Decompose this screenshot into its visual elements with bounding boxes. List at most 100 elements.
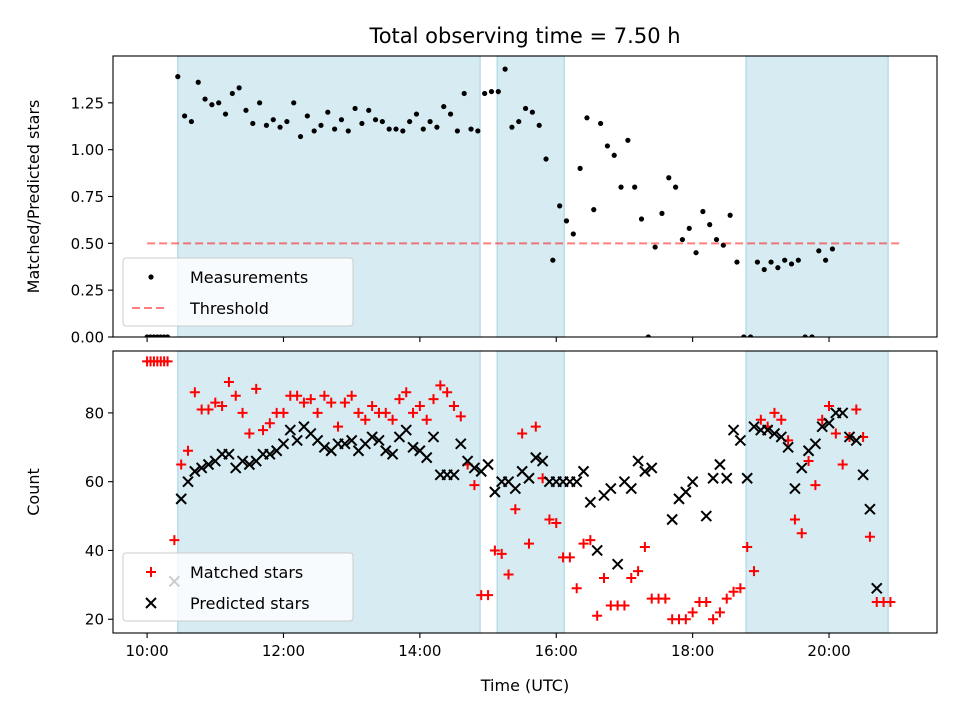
measurement-point <box>550 257 556 263</box>
chart-title: Total observing time = 7.50 h <box>368 24 680 48</box>
matched-star-point <box>510 504 521 515</box>
measurement-point <box>372 117 379 123</box>
measurement-point <box>297 133 304 140</box>
measurement-point <box>502 66 508 72</box>
measurement-point <box>175 74 181 80</box>
matched-star-point <box>244 428 255 439</box>
matched-star-point <box>305 394 316 405</box>
matched-star-point <box>408 407 419 418</box>
measurement-point <box>311 128 317 134</box>
measurement-point <box>164 334 171 337</box>
predicted-star-point <box>782 441 794 454</box>
matched-star-point <box>714 607 725 618</box>
predicted-star-point <box>530 451 542 464</box>
predicted-star-point <box>789 482 801 495</box>
predicted-star-point <box>195 462 208 474</box>
predicted-star-point <box>748 420 760 433</box>
matched-star-point <box>189 387 200 398</box>
predicted-star-point <box>761 424 774 436</box>
measurement-point <box>188 118 195 125</box>
predicted-star-point <box>680 486 692 498</box>
matched-star-point <box>298 397 309 408</box>
matched-star-point <box>251 383 262 394</box>
predicted-star-point <box>625 482 637 495</box>
matched-star-point <box>544 514 555 525</box>
measurement-point <box>516 118 522 125</box>
matched-star-point <box>401 387 412 398</box>
matched-star-point <box>776 414 787 425</box>
measurement-point <box>570 231 576 237</box>
measurement-point <box>338 117 345 123</box>
measurement-point <box>693 250 699 256</box>
matched-star-point <box>319 390 330 401</box>
predicted-star-point <box>686 475 699 488</box>
measurement-point <box>366 107 372 113</box>
matched-star-point <box>333 421 344 432</box>
predicted-star-point <box>836 407 849 419</box>
measurement-point <box>652 244 658 250</box>
matched-star-point <box>598 572 609 583</box>
matched-star-point <box>414 401 425 412</box>
matched-star-point <box>435 380 446 391</box>
measurement-point <box>686 225 692 231</box>
matched-star-point <box>864 531 875 542</box>
matched-star-point <box>769 407 780 418</box>
predicted-star-point <box>345 434 358 447</box>
plot-area <box>144 66 903 337</box>
matched-star-point <box>387 414 398 425</box>
measurement-point <box>447 111 454 117</box>
matched-star-point <box>687 607 698 618</box>
measurement-point <box>257 100 263 106</box>
measurement-point <box>250 120 256 127</box>
y-tick-label: 20 <box>85 611 104 629</box>
predicted-star-point <box>482 458 494 471</box>
measurement-point <box>829 246 836 252</box>
matched-star-point <box>223 376 234 387</box>
measurement-point <box>441 103 447 110</box>
measurement-point <box>782 257 788 263</box>
measurement-point <box>209 102 215 108</box>
measurement-point <box>788 261 795 267</box>
predicted-star-point <box>386 448 399 460</box>
measurement-point <box>707 222 713 228</box>
measurement-point <box>495 88 501 95</box>
predicted-star-point <box>373 434 385 447</box>
matched-star-point <box>680 614 691 625</box>
predicted-star-point <box>189 465 201 478</box>
x-tick-label: 10:00 <box>125 642 168 660</box>
predicted-star-point <box>857 469 869 481</box>
measurement-point <box>270 117 276 123</box>
predicted-star-point <box>646 462 658 474</box>
predicted-star-point <box>243 458 256 471</box>
legend-measurement-swatch <box>148 274 154 280</box>
predicted-star-point <box>277 438 290 450</box>
predicted-star-point <box>420 451 433 464</box>
measurement-point <box>393 126 399 132</box>
matched-star-point <box>278 407 289 418</box>
predicted-star-point <box>809 438 822 450</box>
predicted-star-point <box>871 582 883 595</box>
matched-star-point <box>489 545 500 556</box>
matched-star-point <box>237 407 248 418</box>
matched-star-point <box>837 459 848 470</box>
matched-star-point <box>851 404 862 415</box>
matched-star-point <box>626 572 637 583</box>
predicted-star-point <box>864 503 876 515</box>
measurement-point <box>761 266 767 273</box>
predicted-star-point <box>850 434 863 447</box>
legend-label: Measurements <box>190 268 308 287</box>
y-tick-label: 0.50 <box>71 235 104 253</box>
matched-star-point <box>292 390 303 401</box>
x-tick-label: 12:00 <box>262 642 305 660</box>
measurement-point <box>454 128 460 134</box>
matched-star-point <box>176 459 187 470</box>
measurement-point <box>638 216 645 222</box>
matched-star-point <box>728 586 739 597</box>
measurement-point <box>672 184 679 190</box>
measurement-point <box>413 111 420 117</box>
matched-star-point <box>564 552 575 563</box>
measurement-point <box>632 184 638 190</box>
measurement-point <box>543 156 549 162</box>
measurement-point <box>557 203 563 209</box>
matched-star-point <box>749 566 760 577</box>
